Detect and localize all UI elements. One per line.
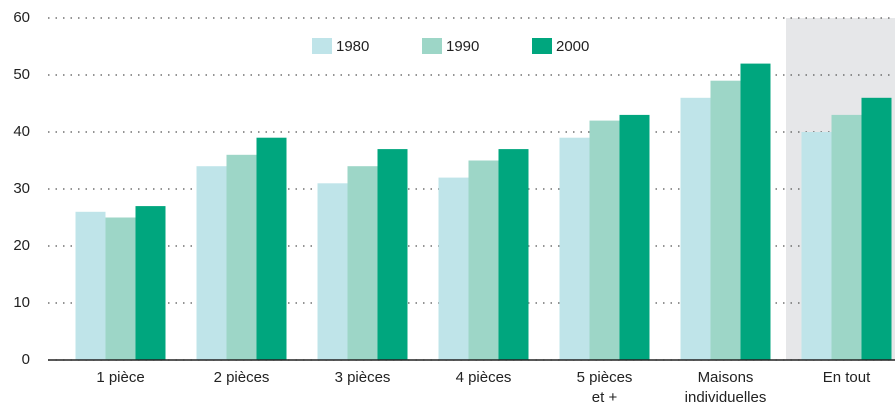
y-tick-label: 60 [13, 9, 30, 26]
y-tick-label: 50 [13, 66, 30, 83]
bar [740, 63, 771, 360]
bar [619, 114, 650, 361]
bar [226, 154, 257, 360]
x-tick-label: Maisons individuelles [684, 369, 767, 406]
y-tick-label: 20 [13, 237, 30, 254]
y-tick-label: 30 [13, 180, 30, 197]
bar [498, 149, 529, 360]
bar [710, 80, 741, 360]
bar [196, 166, 227, 360]
bar [438, 177, 469, 360]
bar [559, 137, 590, 360]
x-tick-label: 3 pièces [334, 369, 391, 386]
bar [801, 132, 832, 360]
bar [317, 183, 348, 360]
y-tick-label: 40 [13, 123, 30, 140]
x-tick-label: 1 pièce [96, 369, 145, 386]
y-tick-label: 10 [13, 294, 30, 311]
legend-swatch [312, 38, 332, 54]
bar [377, 149, 408, 360]
bar [256, 137, 287, 360]
legend-swatch [532, 38, 552, 54]
x-tick-label: En tout [822, 369, 871, 386]
bar [468, 160, 499, 360]
bar [589, 120, 620, 360]
legend-label: 1990 [446, 38, 479, 55]
legend-swatch [422, 38, 442, 54]
y-tick-label: 0 [22, 351, 30, 368]
bar [680, 97, 711, 361]
bar [347, 166, 378, 360]
x-tick-label: 4 pièces [455, 369, 512, 386]
x-tick-label: 5 pièces et + [576, 369, 633, 406]
bar [105, 217, 136, 360]
bar [75, 211, 106, 360]
x-tick-label: 2 pièces [213, 369, 270, 386]
bar [831, 114, 862, 361]
legend-label: 2000 [556, 38, 589, 55]
bar [135, 206, 166, 360]
legend-label: 1980 [336, 38, 369, 55]
bar [861, 97, 892, 361]
